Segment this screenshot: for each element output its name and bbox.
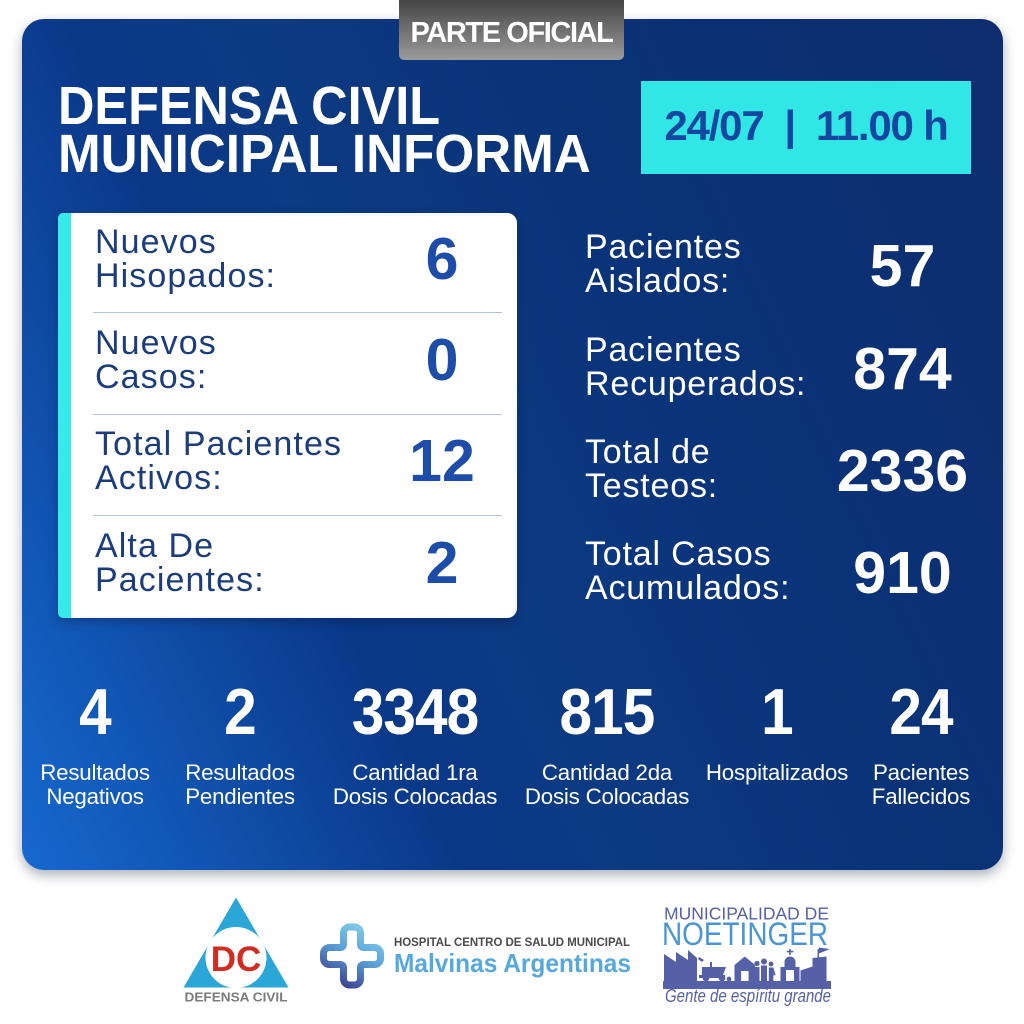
svg-text:DEFENSA CIVIL: DEFENSA CIVIL bbox=[185, 991, 288, 1005]
svg-text:HOSPITAL CENTRO DE SALUD MUNIC: HOSPITAL CENTRO DE SALUD MUNICIPAL bbox=[394, 935, 630, 949]
svg-text:MUNICIPALIDAD DE: MUNICIPALIDAD DE bbox=[664, 904, 829, 924]
svg-text:DC: DC bbox=[211, 940, 262, 979]
svg-text:Gente de espíritu grande: Gente de espíritu grande bbox=[665, 985, 831, 1006]
svg-text:NOETINGER: NOETINGER bbox=[662, 916, 828, 952]
svg-text:Malvinas Argentinas: Malvinas Argentinas bbox=[394, 948, 631, 978]
